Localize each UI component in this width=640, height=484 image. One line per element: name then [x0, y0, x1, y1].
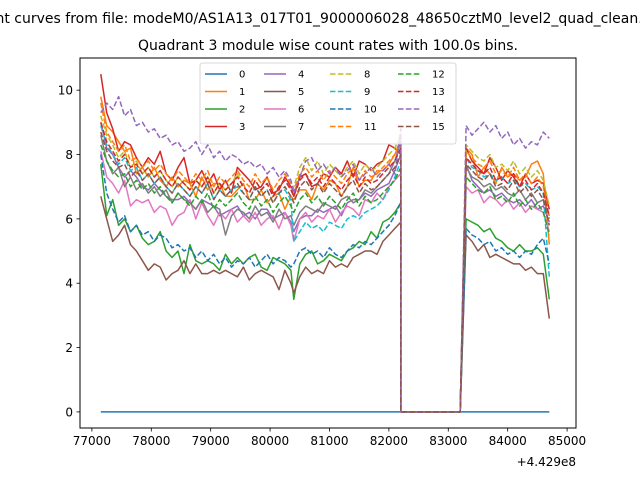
legend-label-13: 13: [432, 87, 445, 98]
legend-label-6: 6: [298, 105, 304, 116]
legend-label-0: 0: [239, 70, 245, 81]
series-line-4: [100, 122, 551, 413]
x-tick-label: 82000: [370, 434, 408, 448]
series-line-15: [100, 131, 551, 413]
legend-label-4: 4: [298, 70, 304, 81]
series-line-10: [100, 154, 551, 413]
legend-box: [199, 62, 457, 145]
series-line-11: [100, 102, 551, 413]
legend-label-8: 8: [364, 70, 370, 81]
x-tick-label: 81000: [310, 434, 348, 448]
series-line-13: [100, 122, 551, 413]
legend-label-1: 1: [239, 87, 245, 98]
y-axis: 0 2 4 6 8 10: [58, 84, 80, 419]
series-line-12: [100, 144, 551, 413]
plot-frame: [79, 57, 577, 429]
series-line-2: [100, 164, 551, 413]
legend-label-14: 14: [432, 105, 445, 116]
x-tick-label: 77000: [73, 434, 111, 448]
series-line-14: [100, 95, 550, 413]
series-layer: [100, 73, 551, 413]
series-line-8: [100, 115, 551, 413]
legend-label-5: 5: [298, 87, 304, 98]
y-tick-label: 10: [58, 84, 73, 98]
legend-label-2: 2: [239, 105, 245, 116]
x-tick-label: 84000: [489, 434, 527, 448]
y-tick-label: 6: [65, 212, 73, 226]
y-tick-label: 8: [65, 148, 73, 162]
legend-label-9: 9: [364, 87, 370, 98]
x-tick-label: 80000: [251, 434, 289, 448]
legend-label-11: 11: [364, 122, 377, 133]
x-tick-label: 83000: [429, 434, 467, 448]
figure-suptitle: Light curves from file: modeM0/AS1A13_01…: [0, 11, 640, 27]
x-tick-label: 79000: [192, 434, 230, 448]
chart-title: Quadrant 3 module wise count rates with …: [138, 38, 518, 54]
legend-label-15: 15: [432, 122, 445, 133]
legend-label-12: 12: [432, 70, 445, 81]
legend-label-10: 10: [364, 105, 377, 116]
x-axis: 77000 78000 79000 80000 81000 82000 83000 84000…: [73, 428, 586, 448]
x-tick-label: 78000: [132, 434, 170, 448]
legend-label-3: 3: [239, 122, 245, 133]
x-offset-text: +4.429e8: [517, 455, 576, 469]
y-tick-label: 2: [65, 341, 73, 355]
y-tick-label: 4: [65, 277, 73, 291]
legend-label-7: 7: [298, 122, 304, 133]
series-line-6: [100, 151, 551, 413]
series-line-5: [100, 196, 551, 413]
x-tick-label: 85000: [548, 434, 586, 448]
y-tick-label: 0: [65, 405, 73, 419]
